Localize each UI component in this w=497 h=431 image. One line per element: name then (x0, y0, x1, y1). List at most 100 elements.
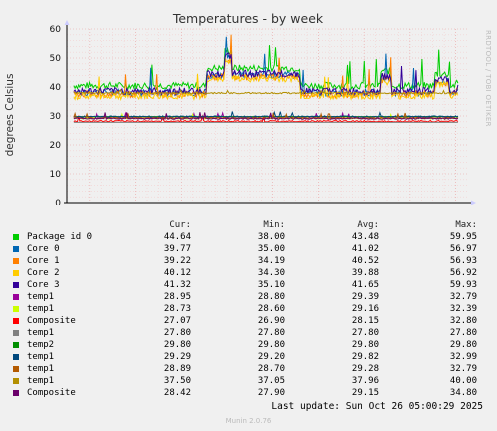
legend-cur: 28.95 (163, 292, 191, 302)
legend-row: temp1 29.29 29.20 29.82 32.99 (0, 351, 497, 363)
legend-min: 34.19 (257, 256, 285, 266)
last-update: Last update: Sun Oct 26 05:00:29 2025 (271, 401, 483, 412)
legend-max: 32.39 (449, 304, 477, 314)
legend-row: temp1 27.80 27.80 27.80 27.80 (0, 327, 497, 339)
legend-name: Composite (27, 316, 76, 326)
munin-version: Munin 2.0.76 (225, 417, 272, 425)
series-layer (73, 34, 459, 123)
series-line (73, 112, 459, 121)
legend-min: 28.80 (257, 292, 285, 302)
y-axis-label: degrees Celsius (4, 74, 16, 157)
legend-min: 29.20 (257, 352, 285, 362)
legend-max: 59.95 (449, 232, 477, 242)
legend-max: 32.79 (449, 364, 477, 374)
legend-swatch (13, 234, 19, 240)
legend-cur: 27.80 (163, 328, 191, 338)
legend-avg: 29.15 (351, 388, 379, 398)
axes (64, 20, 476, 205)
header-cur: Cur: (169, 220, 191, 230)
y-tick-label: 20 (50, 141, 62, 151)
legend-name: Package id 0 (27, 232, 93, 242)
legend-swatch (13, 342, 19, 348)
legend-swatch (13, 354, 19, 360)
legend-name: temp1 (27, 376, 55, 386)
y-tick-label: 10 (50, 170, 62, 180)
legend-swatch (13, 270, 19, 276)
legend-swatch (13, 366, 19, 372)
legend-row: temp1 28.73 28.60 29.16 32.39 (0, 303, 497, 315)
legend-cur: 28.73 (163, 304, 191, 314)
legend-min: 38.00 (257, 232, 285, 242)
legend-swatch (13, 306, 19, 312)
legend-avg: 29.28 (351, 364, 379, 374)
rrdtool-credit: RRDTOOL / TOBI OETIKER (484, 30, 492, 127)
legend-min: 35.00 (257, 244, 285, 254)
legend-avg: 43.48 (351, 232, 379, 242)
legend-name: temp2 (27, 340, 55, 350)
legend-swatch (13, 378, 19, 384)
header-min: Min: (263, 220, 285, 230)
chart-title: Temperatures - by week (172, 11, 324, 26)
legend-max: 32.99 (449, 352, 477, 362)
legend-cur: 28.42 (163, 388, 191, 398)
legend-max: 29.80 (449, 340, 477, 350)
legend-row: Composite 28.42 27.90 29.15 34.80 (0, 387, 497, 399)
legend-swatch (13, 282, 19, 288)
legend-name: temp1 (27, 328, 55, 338)
legend-avg: 27.80 (351, 328, 379, 338)
legend-row: temp2 29.80 29.80 29.80 29.80 (0, 339, 497, 351)
legend-min: 26.90 (257, 316, 285, 326)
series-line (73, 114, 459, 123)
legend-row: Core 2 40.12 34.30 39.88 56.92 (0, 267, 497, 279)
legend-row: Core 1 39.22 34.19 40.52 56.93 (0, 255, 497, 267)
legend-min: 37.05 (257, 376, 285, 386)
legend-max: 32.80 (449, 316, 477, 326)
legend-max: 56.92 (449, 268, 477, 278)
y-tick-label: 40 (50, 83, 62, 93)
legend-name: Core 1 (27, 256, 60, 266)
legend-name: Core 2 (27, 268, 60, 278)
legend-name: temp1 (27, 352, 55, 362)
legend-header: Cur: Min: Avg: Max: (0, 219, 497, 231)
legend-row: Core 0 39.77 35.00 41.02 56.97 (0, 243, 497, 255)
legend-avg: 39.88 (351, 268, 379, 278)
legend-min: 27.90 (257, 388, 285, 398)
legend-avg: 29.39 (351, 292, 379, 302)
y-tick-labels: 0 10 20 30 40 50 60 (50, 25, 62, 205)
legend-row: temp1 37.50 37.05 37.96 40.00 (0, 375, 497, 387)
legend-cur: 39.22 (163, 256, 191, 266)
legend-swatch (13, 390, 19, 396)
legend-cur: 40.12 (163, 268, 191, 278)
legend-max: 40.00 (449, 376, 477, 386)
legend-min: 28.70 (257, 364, 285, 374)
legend-min: 29.80 (257, 340, 285, 350)
y-tick-label: 50 (50, 54, 62, 64)
legend-swatch (13, 318, 19, 324)
legend-cur: 39.77 (163, 244, 191, 254)
series-line (73, 56, 459, 102)
legend-max: 32.79 (449, 292, 477, 302)
grid (67, 28, 467, 204)
legend-row: Core 3 41.32 35.10 41.65 59.93 (0, 279, 497, 291)
legend-max: 56.93 (449, 256, 477, 266)
legend-min: 35.10 (257, 280, 285, 290)
legend-name: temp1 (27, 304, 55, 314)
legend-name: Core 0 (27, 244, 60, 254)
legend-max: 56.97 (449, 244, 477, 254)
legend-min: 34.30 (257, 268, 285, 278)
temperature-chart: Temperatures - by week degrees Celsius R… (4, 11, 492, 205)
legend-name: Composite (27, 388, 76, 398)
legend-name: Core 3 (27, 280, 60, 290)
legend-avg: 40.52 (351, 256, 379, 266)
header-max: Max: (455, 220, 477, 230)
legend-min: 27.80 (257, 328, 285, 338)
legend-cur: 27.07 (163, 316, 191, 326)
header-avg: Avg: (357, 220, 379, 230)
legend-min: 28.60 (257, 304, 285, 314)
legend-avg: 29.82 (351, 352, 379, 362)
legend-max: 34.80 (449, 388, 477, 398)
legend-avg: 37.96 (351, 376, 379, 386)
legend-row: temp1 28.89 28.70 29.28 32.79 (0, 363, 497, 375)
legend-swatch (13, 258, 19, 264)
legend-swatch (13, 246, 19, 252)
